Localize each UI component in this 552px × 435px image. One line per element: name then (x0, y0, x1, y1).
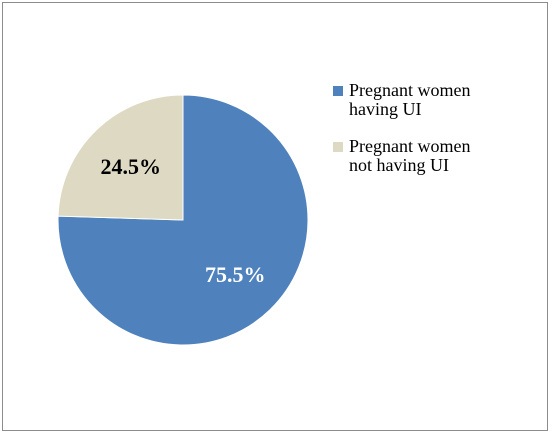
legend-swatch-having-ui (333, 86, 343, 96)
pie-data-label-1: 24.5% (101, 154, 162, 179)
legend-entry-having-ui: Pregnant women having UI (333, 81, 533, 119)
legend-label-line: Pregnant women (349, 136, 471, 156)
legend-label-line: Pregnant women (349, 80, 471, 100)
pie-chart: 75.5% 24.5% (57, 94, 309, 346)
legend-label-line: not having UI (349, 155, 449, 175)
legend-swatch-not-having-ui (333, 142, 343, 152)
legend: Pregnant women having UI Pregnant women … (333, 81, 533, 193)
legend-entry-not-having-ui: Pregnant women not having UI (333, 137, 533, 175)
pie-data-label-0: 75.5% (205, 262, 266, 287)
pie-slices (57, 94, 309, 346)
pie-data-labels: 75.5% 24.5% (101, 154, 266, 287)
pie-slice-1 (57, 94, 184, 221)
chart-area: 75.5% 24.5% Pregnant women having UI Preg… (2, 2, 548, 431)
legend-label-line: having UI (349, 99, 422, 119)
